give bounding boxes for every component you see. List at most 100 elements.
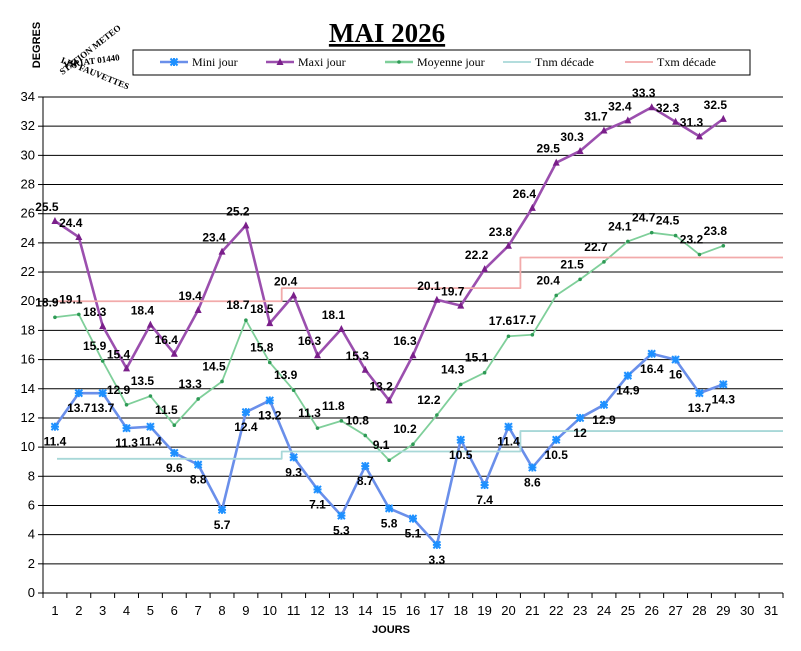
legend-item-maxi-jour: Maxi jour <box>266 55 346 69</box>
label-maxi-jour-27: 32.3 <box>656 101 680 115</box>
label-mini-jour-9: 12.4 <box>234 420 258 434</box>
legend-item-tnm-d-cade: Tnm décade <box>503 55 594 69</box>
label-mini-jour-21: 8.6 <box>524 476 541 490</box>
point-moyenne-jour-6 <box>172 423 177 428</box>
point-maxi-jour-10 <box>266 319 274 327</box>
point-moyenne-jour-26 <box>649 230 654 235</box>
point-maxi-jour-6 <box>170 349 178 357</box>
label-mini-jour-1: 11.4 <box>44 435 67 449</box>
point-moyenne-jour-3 <box>100 359 105 363</box>
point-mini-jour-19 <box>480 480 489 490</box>
point-mini-jour-29 <box>719 380 728 389</box>
legend-label-mini-jour: Mini jour <box>192 55 238 69</box>
point-moyenne-jour-8 <box>220 379 224 384</box>
point-mini-jour-12 <box>313 485 322 494</box>
label-moyenne-jour-5: 13.5 <box>131 374 155 388</box>
x-tick-label-21: 21 <box>525 603 539 618</box>
label-maxi-jour-29: 32.5 <box>704 98 728 112</box>
data-labels: 11.413.7 13.711.3 11.49.68.85.712.413.29.3… <box>35 86 735 567</box>
point-moyenne-jour-13 <box>339 419 344 423</box>
label-moyenne-jour-20: 17.6 <box>489 314 513 328</box>
point-maxi-jour-26 <box>648 103 656 111</box>
point-maxi-jour-3 <box>99 322 107 330</box>
y-tick-label-6: 6 <box>28 497 35 512</box>
label-moyenne-jour-14: 10.8 <box>346 413 370 427</box>
label-maxi-jour-28: 31.3 <box>680 115 704 129</box>
x-tick-label-26: 26 <box>644 603 658 618</box>
label-maxi-jour-9: 25.2 <box>226 204 250 218</box>
x-tick-label-10: 10 <box>263 603 277 618</box>
label-maxi-jour-21: 26.4 <box>513 187 537 201</box>
label-moyenne-jour-8: 14.5 <box>202 359 226 373</box>
label-moyenne-jour-23: 21.5 <box>560 257 584 271</box>
label-moyenne-jour-17: 12.2 <box>417 393 441 407</box>
label-moyenne-jour-28: 23.2 <box>680 233 704 247</box>
point-maxi-jour-5 <box>146 320 154 328</box>
label-moyenne-jour-1: 18.9 <box>35 295 59 309</box>
point-mini-jour-26 <box>647 349 656 358</box>
point-mini-jour-9 <box>241 407 251 417</box>
label-mini-jour-25: 14.9 <box>616 384 640 398</box>
label-mini-jour-7: 8.8 <box>190 473 207 487</box>
point-mini-jour-24 <box>599 400 609 410</box>
x-axis-title: JOURS <box>372 624 410 636</box>
point-maxi-jour-1 <box>51 217 59 224</box>
point-moyenne-jour-17 <box>435 413 439 417</box>
y-tick-label-0: 0 <box>28 585 35 600</box>
legend-label-maxi-jour: Maxi jour <box>298 55 346 69</box>
label-mini-jour-26: 16.4 <box>640 362 664 376</box>
label-moyenne-jour-15: 9.1 <box>373 438 390 452</box>
legend-item-txm-d-cade: Txm décade <box>625 55 716 69</box>
label-moyenne-jour-3: 15.9 <box>83 339 107 353</box>
y-tick-label-16: 16 <box>21 352 35 367</box>
series-line-maxi-jour <box>54 105 725 402</box>
point-maxi-jour-29 <box>719 114 727 122</box>
label-mini-jour-3: 13.7 <box>91 401 115 415</box>
label-mini-jour-6: 9.6 <box>166 461 183 475</box>
y-tick-label-24: 24 <box>21 235 35 250</box>
series-maxi-jour <box>51 103 727 404</box>
x-tick-label-1: 1 <box>51 603 58 618</box>
label-maxi-jour-17: 20.1 <box>417 279 441 293</box>
label-moyenne-jour-29: 23.8 <box>704 224 728 238</box>
label-moyenne-jour-21: 17.7 <box>513 313 537 327</box>
x-tick-label-31: 31 <box>764 603 778 618</box>
point-moyenne-jour-16 <box>411 442 415 447</box>
point-mini-jour-1 <box>50 422 60 431</box>
point-moyenne-jour-28 <box>697 252 702 257</box>
point-maxi-jour-25 <box>624 116 632 124</box>
point-maxi-jour-2 <box>75 233 83 241</box>
point-moyenne-jour-9 <box>244 318 248 323</box>
point-moyenne-jour-27 <box>673 233 678 238</box>
point-maxi-jour-28 <box>695 132 703 140</box>
point-mini-jour-6 <box>170 448 179 458</box>
legend: Mini jour Maxi jour Moyenne jour Tnm décade… <box>160 55 716 69</box>
legend-item-moyenne-jour: Moyenne jour <box>385 55 485 69</box>
series-tnm-d-cade <box>57 430 783 460</box>
series-mini-jour <box>50 349 728 550</box>
x-tick-label-18: 18 <box>454 603 468 618</box>
x-tick-label-30: 30 <box>740 603 754 618</box>
label-moyenne-jour-22: 20.4 <box>537 273 561 287</box>
label-maxi-jour-23: 30.3 <box>560 130 584 144</box>
x-tick-label-28: 28 <box>692 603 706 618</box>
label-mini-jour-23: 12 <box>573 426 587 440</box>
point-mini-jour-25 <box>623 371 633 380</box>
point-maxi-jour-15 <box>385 396 393 404</box>
x-tick-label-25: 25 <box>621 603 635 618</box>
chart-title: MAI 2026 <box>329 18 445 48</box>
label-maxi-jour-20: 23.8 <box>489 225 513 239</box>
point-moyenne-jour-4 <box>124 403 129 407</box>
point-mini-jour-16 <box>408 514 418 523</box>
station-stamp: STATION METEO VIRIAT 01440 LES FAUVETTES <box>58 23 131 92</box>
x-tick-label-4: 4 <box>123 603 130 618</box>
label-mini-jour-12: 7.1 <box>309 497 326 511</box>
label-mini-jour-18: 10.5 <box>449 448 473 462</box>
label-maxi-jour-12: 16.3 <box>298 334 322 348</box>
label-maxi-jour-7: 19.4 <box>178 289 202 303</box>
label-mini-jour-4: 11.3 <box>115 436 138 450</box>
point-mini-jour-23 <box>575 413 585 423</box>
x-tick-label-14: 14 <box>358 603 372 618</box>
